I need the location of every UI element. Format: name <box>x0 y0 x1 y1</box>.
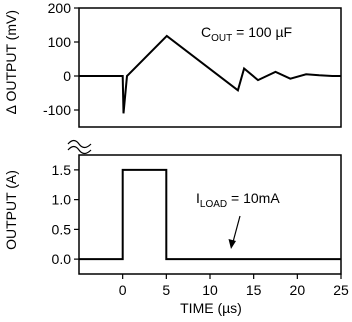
bottom-y-tick-label: 1.0 <box>52 192 72 208</box>
cout-annotation-sub: OUT <box>211 33 232 44</box>
x-axis-label: TIME (µs) <box>180 300 242 316</box>
x-tick-label: 20 <box>290 282 306 298</box>
bottom-x-ticks: 0 5 10 15 20 25 <box>119 274 349 298</box>
top-y-axis-label: ∆ OUTPUT (mV) <box>3 10 19 114</box>
top-y-tick-label: 0 <box>63 68 71 84</box>
cout-annotation-bg <box>197 21 323 45</box>
top-series-line <box>79 34 341 114</box>
bottom-y-tick-label: 1.5 <box>52 162 72 178</box>
cout-annotation-rest: = 100 µF <box>232 24 292 40</box>
bottom-y-ticks: 1.5 1.0 0.5 0.0 <box>52 162 79 267</box>
bottom-y-axis-label: OUTPUT (A) <box>3 170 19 250</box>
cout-annotation-main: C <box>201 24 211 40</box>
bottom-y-tick-label: 0.0 <box>52 251 72 267</box>
x-tick-label: 25 <box>333 282 349 298</box>
axis-break-mark-lower <box>67 145 92 155</box>
iload-annotation: ILOAD = 10mA <box>196 190 280 210</box>
top-y-tick-label: -100 <box>43 102 71 118</box>
iload-annotation-rest: = 10mA <box>227 190 280 206</box>
bottom-y-tick-label: 0.5 <box>52 221 72 237</box>
iload-arrow-head <box>228 239 236 249</box>
x-tick-label: 15 <box>246 282 262 298</box>
x-tick-label: 0 <box>119 282 127 298</box>
bottom-series-line <box>79 168 341 261</box>
iload-annotation-sub: LOAD <box>200 199 227 210</box>
iload-arrow-line <box>232 215 241 243</box>
x-tick-label: 5 <box>162 282 170 298</box>
cout-annotation: COUT = 100 µF <box>201 24 292 44</box>
top-plot-frame <box>78 7 342 128</box>
top-y-tick-label: 200 <box>48 0 72 16</box>
iload-annotation-main: I <box>196 190 200 206</box>
iload-annotation-bg <box>192 188 316 210</box>
x-tick-label: 10 <box>202 282 218 298</box>
top-y-ticks: 200 100 0 -100 <box>43 0 79 118</box>
bottom-plot-frame <box>78 154 342 275</box>
axis-break-mark-upper <box>67 139 92 149</box>
top-y-tick-label: 100 <box>48 34 72 50</box>
